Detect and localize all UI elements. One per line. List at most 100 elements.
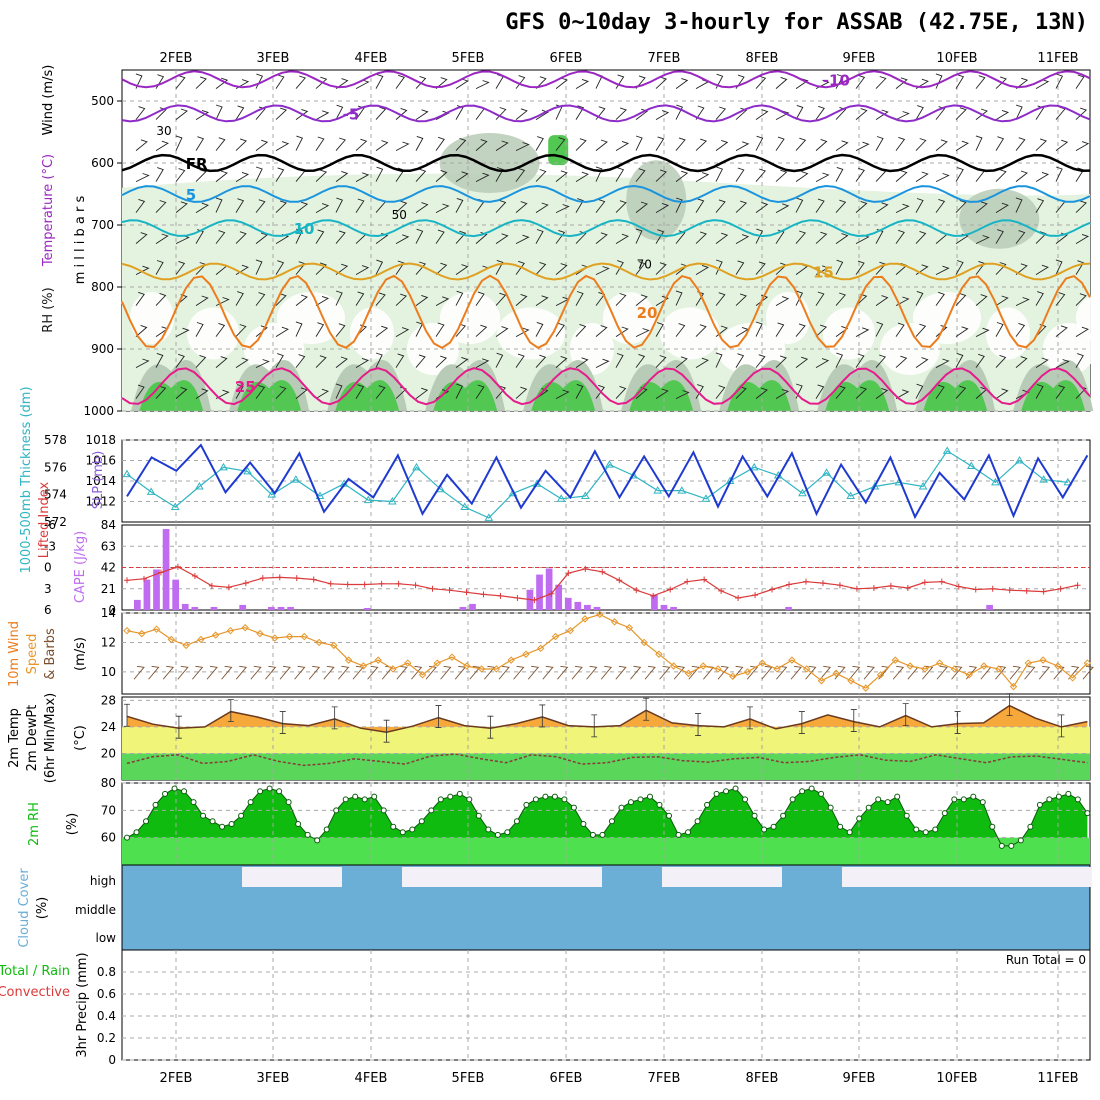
day-label: 2FEB: [160, 51, 193, 66]
wind-barb: [915, 323, 927, 337]
rh2m-marker: [371, 793, 378, 800]
slp-tick-label: 1018: [85, 433, 116, 447]
isotherm-label: -10: [823, 71, 850, 89]
li-marker: [463, 589, 470, 596]
wind-barb: [855, 108, 868, 120]
wind-barb: [395, 353, 405, 368]
rh-dry-pocket: [660, 307, 720, 360]
temp-minmax-bar: [487, 715, 494, 739]
wind-barb: [1075, 260, 1085, 275]
surface-wind-barb: [527, 665, 540, 680]
wind-barb: [855, 200, 868, 213]
wind-speed-marker: [389, 665, 397, 673]
wind-barb: [395, 107, 408, 120]
thickness-marker: [484, 513, 494, 521]
wind-barb: [175, 386, 188, 399]
wind-barb: [135, 173, 150, 183]
wind-speed-marker: [123, 626, 131, 635]
wind-barb: [575, 291, 584, 306]
wind-barb: [555, 389, 570, 399]
rh-dry-pocket: [913, 292, 981, 344]
wind-barb: [815, 105, 825, 120]
rh2m-marker: [380, 807, 387, 814]
rh2m-marker: [285, 799, 292, 806]
rh2m-marker: [761, 826, 768, 833]
li-marker: [989, 585, 996, 592]
pressure-tick-label: 900: [91, 342, 114, 356]
wind-barb: [1075, 141, 1090, 151]
thickness-marker: [1015, 456, 1024, 464]
wind-barb: [155, 233, 169, 244]
wind-barb: [175, 108, 188, 120]
wind-barb: [275, 326, 289, 337]
rh2m-marker: [323, 826, 330, 833]
wind-barb: [555, 355, 568, 368]
upper-air-panel: 3050705006007008009001000-10-5FR51015202…: [41, 65, 1100, 418]
wind-barb: [895, 322, 905, 337]
wind-barb: [435, 136, 445, 151]
wind-barb: [455, 290, 464, 306]
cloud-clear-high: [402, 867, 602, 887]
li-marker: [531, 597, 538, 604]
wind-barb: [635, 328, 650, 338]
wind-barb: [635, 228, 643, 244]
wind-barb: [775, 76, 788, 89]
rh2m-marker: [295, 821, 302, 827]
thickness-marker: [991, 477, 1000, 486]
li-marker: [836, 582, 843, 589]
wind-barb: [1035, 105, 1045, 120]
li-marker: [327, 580, 334, 587]
wind-barb: [855, 327, 870, 337]
thickness-marker: [1039, 475, 1049, 483]
day-label: 9FEB: [843, 51, 876, 66]
li-marker: [157, 569, 164, 576]
wind-barb: [575, 323, 587, 337]
rh2m-marker: [437, 796, 444, 803]
surface-wind-barb: [863, 665, 875, 680]
temp-minmax-bar: [435, 705, 442, 728]
cloud-axis-units: (%): [35, 897, 50, 920]
wind-barb: [675, 230, 686, 244]
wind-barb: [955, 140, 969, 151]
wind-barb: [915, 138, 927, 151]
wind-barb: [695, 172, 710, 182]
surface-wind-barb: [600, 665, 613, 680]
day-label: 8FEB: [746, 1071, 779, 1086]
rh2m-marker: [742, 796, 749, 803]
wind-barb: [355, 105, 365, 120]
wind-barb: [335, 383, 343, 399]
rain-axis-label: Total / Rain: [0, 964, 70, 979]
wind-barb: [475, 384, 485, 399]
wind-barb: [615, 353, 624, 368]
rh2m-marker: [732, 785, 739, 792]
cape-bar: [593, 606, 601, 610]
surface-wind-barb: [148, 665, 160, 680]
rh2m-marker: [342, 796, 349, 803]
wind-barb: [975, 235, 990, 245]
surface-wind-barb: [1038, 665, 1051, 680]
wind-barb: [695, 198, 705, 213]
thickness-marker: [749, 462, 759, 471]
wind-barb: [635, 353, 646, 368]
day-label: 2FEB: [160, 1071, 193, 1086]
wind-barb: [715, 199, 726, 213]
wind-barb: [875, 136, 884, 151]
wind-speed-marker: [847, 677, 855, 685]
li-tick-label: 3: [44, 582, 52, 596]
rh2m-marker: [1055, 793, 1062, 800]
wind-speed-marker: [729, 672, 737, 681]
wind-barb: [615, 140, 630, 151]
wind-barb: [755, 168, 766, 182]
wind-barb: [515, 142, 530, 152]
wind-speed-marker: [1054, 662, 1062, 670]
temp-minmax-bar: [902, 703, 909, 726]
wind-barb: [335, 323, 346, 337]
li-marker: [191, 573, 198, 579]
wind-barb: [315, 262, 327, 275]
thickness-marker: [194, 481, 204, 490]
wind-barb: [535, 76, 547, 89]
rh2m-marker: [589, 831, 596, 838]
rh-upper-moist: [626, 160, 687, 241]
thickness-axis-label: 1000-500mb Thickness (dm): [19, 386, 34, 573]
wind-barb: [835, 325, 849, 337]
